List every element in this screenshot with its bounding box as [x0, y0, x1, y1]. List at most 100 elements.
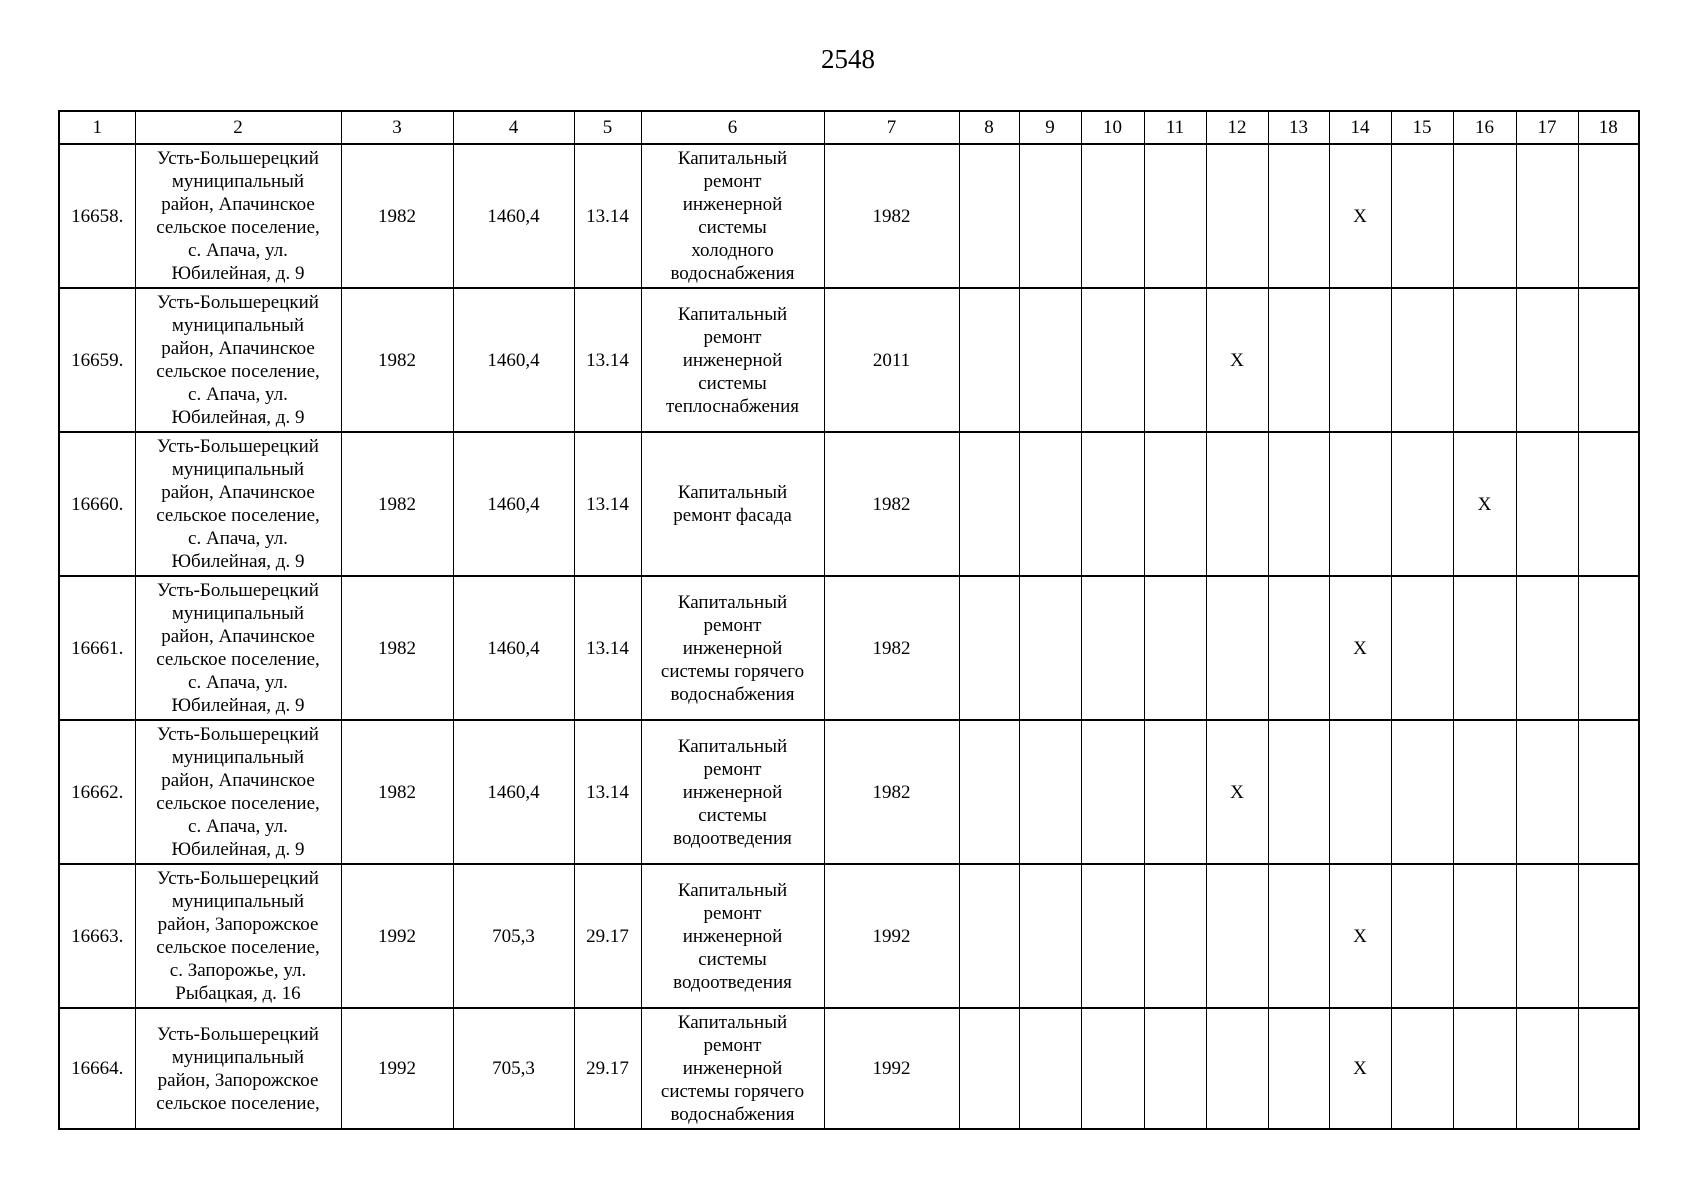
x-mark-cell-col14: X [1328, 143, 1392, 289]
empty-cell-col13 [1267, 287, 1330, 433]
cell-row-number: 16662. [58, 719, 136, 865]
column-header-16: 16 [1452, 110, 1517, 145]
empty-cell-col10 [1080, 575, 1145, 721]
cell-area: 1460,4 [452, 575, 575, 721]
empty-cell-col9 [1018, 863, 1082, 1009]
empty-cell-col14 [1328, 287, 1392, 433]
cell-plan-year: 2011 [823, 287, 960, 433]
empty-cell-col15 [1390, 143, 1454, 289]
empty-cell-col17 [1515, 719, 1579, 865]
column-header-1: 1 [58, 110, 136, 145]
table-row: 16661. Усть-Большерецкий муниципальный ра… [58, 575, 1640, 721]
empty-cell-col8 [958, 575, 1020, 721]
x-mark-cell-col12: X [1205, 719, 1269, 865]
empty-cell-col8 [958, 719, 1020, 865]
empty-cell-col16 [1452, 287, 1517, 433]
empty-cell-col9 [1018, 287, 1082, 433]
empty-cell-col12 [1205, 143, 1269, 289]
empty-cell-col9 [1018, 431, 1082, 577]
cell-year-built: 1992 [340, 863, 454, 1009]
x-mark-cell-col14: X [1328, 863, 1392, 1009]
column-header-7: 7 [823, 110, 960, 145]
empty-cell-col8 [958, 431, 1020, 577]
cell-row-number: 16659. [58, 287, 136, 433]
empty-cell-col15 [1390, 863, 1454, 1009]
empty-cell-col17 [1515, 287, 1579, 433]
column-header-4: 4 [452, 110, 575, 145]
empty-cell-col9 [1018, 143, 1082, 289]
empty-cell-col16 [1452, 143, 1517, 289]
empty-cell-col11 [1143, 143, 1207, 289]
table-body: 16658. Усть-Большерецкий муниципальный ра… [58, 143, 1640, 1130]
cell-index-value: 13.14 [573, 287, 642, 433]
cell-repair-type: Капитальный ремонт инженерной системы хо… [640, 143, 825, 289]
empty-cell-col12 [1205, 575, 1269, 721]
cell-address: Усть-Большерецкий муниципальный район, З… [134, 1007, 342, 1130]
empty-cell-col11 [1143, 1007, 1207, 1130]
cell-year-built: 1982 [340, 143, 454, 289]
empty-cell-col15 [1390, 287, 1454, 433]
cell-plan-year: 1982 [823, 575, 960, 721]
cell-repair-type: Капитальный ремонт инженерной системы во… [640, 863, 825, 1009]
empty-cell-col14 [1328, 431, 1392, 577]
empty-cell-col18 [1577, 863, 1640, 1009]
x-mark-cell-col12: X [1205, 287, 1269, 433]
empty-cell-col16 [1452, 575, 1517, 721]
cell-index-value: 29.17 [573, 1007, 642, 1130]
empty-cell-col14 [1328, 719, 1392, 865]
cell-address: Усть-Большерецкий муниципальный район, А… [134, 143, 342, 289]
cell-address: Усть-Большерецкий муниципальный район, А… [134, 719, 342, 865]
cell-plan-year: 1982 [823, 719, 960, 865]
cell-row-number: 16658. [58, 143, 136, 289]
empty-cell-col15 [1390, 719, 1454, 865]
empty-cell-col13 [1267, 575, 1330, 721]
cell-repair-type: Капитальный ремонт инженерной системы во… [640, 719, 825, 865]
empty-cell-col15 [1390, 431, 1454, 577]
cell-year-built: 1992 [340, 1007, 454, 1130]
cell-row-number: 16663. [58, 863, 136, 1009]
cell-area: 1460,4 [452, 143, 575, 289]
empty-cell-col17 [1515, 863, 1579, 1009]
cell-row-number: 16661. [58, 575, 136, 721]
column-header-14: 14 [1328, 110, 1392, 145]
empty-cell-col11 [1143, 575, 1207, 721]
empty-cell-col12 [1205, 431, 1269, 577]
column-header-10: 10 [1080, 110, 1145, 145]
cell-index-value: 13.14 [573, 575, 642, 721]
column-header-12: 12 [1205, 110, 1269, 145]
empty-cell-col10 [1080, 1007, 1145, 1130]
empty-cell-col10 [1080, 143, 1145, 289]
cell-repair-type: Капитальный ремонт инженерной системы го… [640, 575, 825, 721]
column-header-9: 9 [1018, 110, 1082, 145]
empty-cell-col16 [1452, 719, 1517, 865]
column-header-3: 3 [340, 110, 454, 145]
empty-cell-col18 [1577, 287, 1640, 433]
cell-area: 705,3 [452, 1007, 575, 1130]
empty-cell-col8 [958, 143, 1020, 289]
empty-cell-col13 [1267, 1007, 1330, 1130]
empty-cell-col17 [1515, 431, 1579, 577]
empty-cell-col18 [1577, 719, 1640, 865]
cell-address: Усть-Большерецкий муниципальный район, А… [134, 431, 342, 577]
column-header-8: 8 [958, 110, 1020, 145]
cell-year-built: 1982 [340, 719, 454, 865]
cell-index-value: 13.14 [573, 431, 642, 577]
x-mark-cell-col16: X [1452, 431, 1517, 577]
empty-cell-col8 [958, 1007, 1020, 1130]
empty-cell-col17 [1515, 575, 1579, 721]
cell-repair-type: Капитальный ремонт фасада [640, 431, 825, 577]
empty-cell-col18 [1577, 575, 1640, 721]
cell-row-number: 16664. [58, 1007, 136, 1130]
cell-plan-year: 1982 [823, 143, 960, 289]
cell-year-built: 1982 [340, 575, 454, 721]
cell-area: 705,3 [452, 863, 575, 1009]
column-header-13: 13 [1267, 110, 1330, 145]
empty-cell-col13 [1267, 431, 1330, 577]
table-row: 16660. Усть-Большерецкий муниципальный ра… [58, 431, 1640, 577]
table-row: 16658. Усть-Большерецкий муниципальный ра… [58, 143, 1640, 289]
empty-cell-col13 [1267, 863, 1330, 1009]
column-header-6: 6 [640, 110, 825, 145]
empty-cell-col15 [1390, 1007, 1454, 1130]
empty-cell-col9 [1018, 575, 1082, 721]
empty-cell-col18 [1577, 143, 1640, 289]
